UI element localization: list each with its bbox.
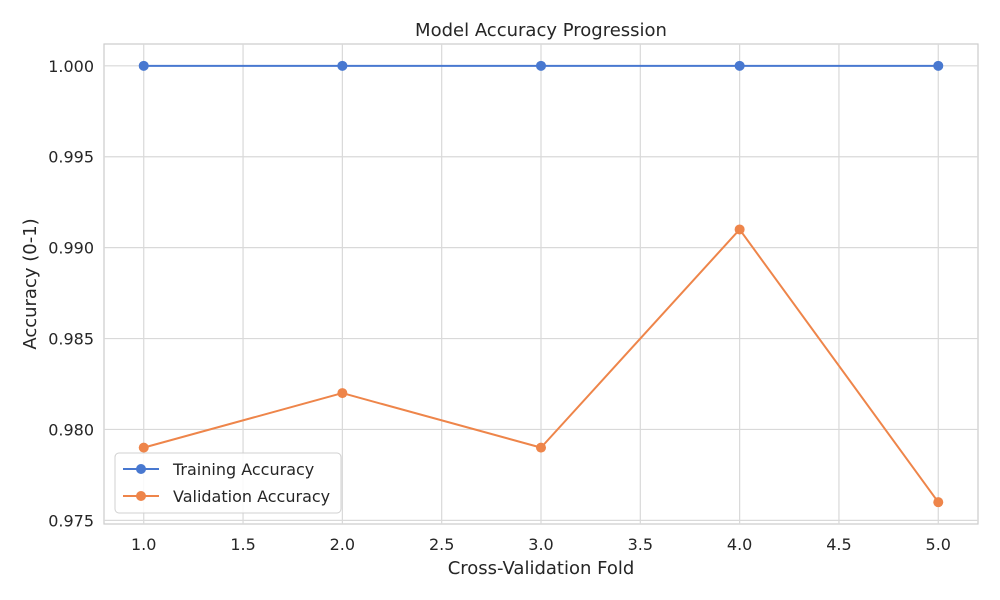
- x-tick-label: 2.0: [330, 535, 355, 554]
- chart-title: Model Accuracy Progression: [415, 20, 667, 41]
- legend-entry: Validation Accuracy: [123, 487, 330, 506]
- data-point: [138, 60, 149, 71]
- series-group: [138, 60, 944, 508]
- data-point: [933, 60, 944, 71]
- x-tick-label: 4.5: [826, 535, 851, 554]
- data-point: [734, 60, 745, 71]
- y-tick-label: 0.975: [48, 511, 94, 530]
- x-axis-ticks: 1.0 1.5 2.0 2.5 3.0 3.5 4.0 4.5 5.0: [131, 535, 951, 554]
- y-tick-label: 0.985: [48, 330, 94, 349]
- legend-box: [114, 452, 342, 514]
- y-axis-ticks: 0.975 0.980 0.985 0.990 0.995 1.000: [48, 57, 94, 531]
- series-validation-accuracy: [138, 224, 944, 508]
- legend-entry: Training Accuracy: [123, 460, 314, 479]
- y-tick-label: 0.995: [48, 148, 94, 167]
- x-tick-label: 3.0: [528, 535, 553, 554]
- x-tick-label: 2.5: [429, 535, 454, 554]
- x-tick-label: 5.0: [926, 535, 951, 554]
- data-point: [734, 224, 745, 235]
- data-point: [337, 60, 348, 71]
- data-point: [337, 388, 348, 399]
- x-axis-label: Cross-Validation Fold: [448, 558, 635, 579]
- y-tick-label: 0.980: [48, 420, 94, 439]
- series-training-accuracy: [138, 60, 944, 71]
- x-tick-label: 3.5: [628, 535, 653, 554]
- x-tick-label: 1.5: [230, 535, 255, 554]
- x-tick-label: 1.0: [131, 535, 156, 554]
- data-point: [536, 442, 546, 453]
- data-point: [933, 497, 944, 508]
- legend-marker: [136, 491, 146, 501]
- legend-label: Training Accuracy: [172, 460, 314, 479]
- data-point: [138, 442, 149, 453]
- legend: Training Accuracy Validation Accuracy: [114, 452, 342, 514]
- legend-marker: [136, 464, 146, 474]
- data-point: [536, 60, 546, 71]
- x-tick-label: 4.0: [727, 535, 752, 554]
- legend-label: Validation Accuracy: [173, 487, 330, 506]
- y-tick-label: 0.990: [48, 239, 94, 258]
- y-tick-label: 1.000: [48, 57, 94, 76]
- y-axis-label: Accuracy (0-1): [20, 218, 41, 349]
